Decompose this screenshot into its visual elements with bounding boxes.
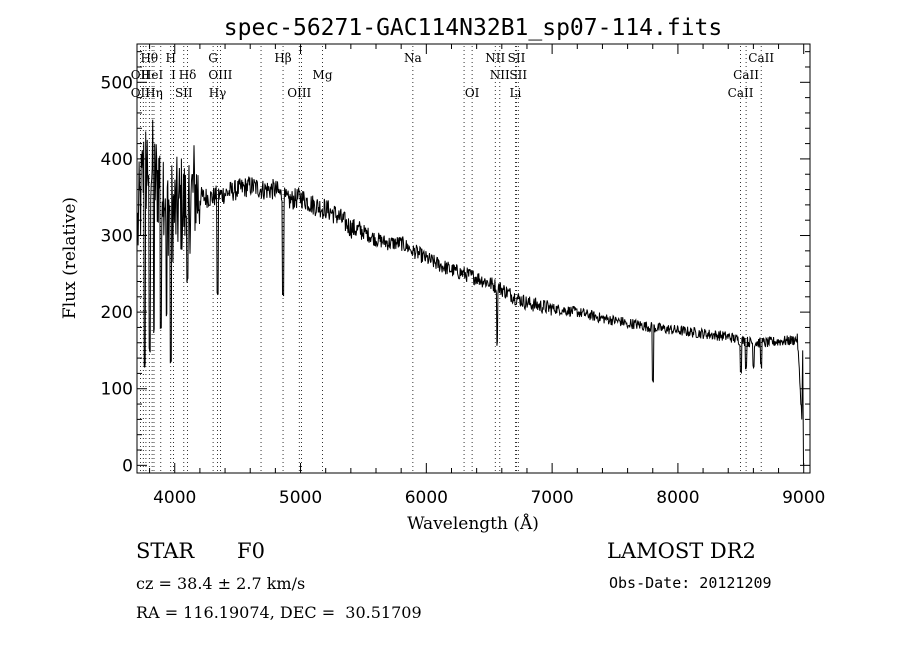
line-marker-label: Hβ bbox=[274, 51, 291, 65]
line-marker-label: Na bbox=[404, 51, 422, 65]
survey-name: LAMOST DR2 bbox=[607, 539, 756, 563]
y-tick-label: 400 bbox=[101, 150, 133, 170]
redshift-info: cz = 38.4 ± 2.7 km/s bbox=[136, 574, 306, 593]
line-marker-label: CaII bbox=[728, 86, 754, 100]
line-marker-label: OII bbox=[131, 86, 151, 100]
line-marker-label: I bbox=[171, 68, 176, 82]
observation-date: Obs-Date: 20121209 bbox=[609, 574, 772, 592]
y-tick-label: 0 bbox=[122, 456, 133, 476]
line-marker-label: CaII bbox=[748, 51, 774, 65]
y-tick-label: 200 bbox=[101, 303, 133, 323]
spectrum-line bbox=[137, 119, 804, 466]
line-marker-label: Hη bbox=[145, 86, 163, 100]
line-marker-label: Hδ bbox=[179, 68, 197, 82]
y-tick-label: 300 bbox=[101, 227, 133, 247]
line-marker-label: NII bbox=[490, 68, 510, 82]
plot-frame bbox=[136, 43, 811, 474]
line-marker-label: Li bbox=[509, 86, 521, 100]
chart-title: spec-56271-GAC114N32B1_sp07-114.fits bbox=[224, 15, 723, 41]
y-tick-label: 500 bbox=[101, 73, 133, 93]
x-tick-label: 9000 bbox=[782, 488, 825, 508]
line-marker-label: OI bbox=[465, 86, 480, 100]
object-class: STAR bbox=[136, 539, 195, 563]
line-marker-label: Mg bbox=[313, 68, 333, 82]
line-marker-label: CaII bbox=[733, 68, 759, 82]
line-marker-label: Hγ bbox=[209, 86, 227, 100]
line-marker-label: Hθ bbox=[140, 51, 158, 65]
line-marker-label: G bbox=[208, 51, 218, 65]
line-marker-label: NII bbox=[485, 51, 505, 65]
line-marker-guides bbox=[139, 46, 762, 473]
x-tick-label: 6000 bbox=[405, 488, 448, 508]
line-marker-label: SII bbox=[508, 51, 526, 65]
y-tick-label: 100 bbox=[101, 380, 133, 400]
y-axis: 0 100 200 300 400 500 bbox=[101, 51, 810, 476]
line-marker-label: SII bbox=[509, 68, 527, 82]
x-axis-label: Wavelength (Å) bbox=[407, 513, 539, 534]
line-marker-label: SII bbox=[175, 86, 193, 100]
spectral-subclass: F0 bbox=[237, 539, 265, 563]
line-marker-label: H bbox=[165, 51, 175, 65]
line-marker-label: OIII bbox=[208, 68, 232, 82]
y-axis-label: Flux (relative) bbox=[60, 197, 80, 319]
coordinates: RA = 116.19074, DEC = 30.51709 bbox=[136, 603, 422, 622]
x-tick-label: 7000 bbox=[530, 488, 573, 508]
x-axis: 4000 5000 6000 7000 8000 9000 bbox=[149, 44, 825, 508]
x-tick-label: 8000 bbox=[656, 488, 699, 508]
line-marker-label: OIII bbox=[287, 86, 311, 100]
line-marker-label: HeI bbox=[141, 68, 164, 82]
x-tick-label: 4000 bbox=[153, 488, 196, 508]
line-marker-label: OII bbox=[131, 68, 151, 82]
x-tick-label: 5000 bbox=[279, 488, 322, 508]
